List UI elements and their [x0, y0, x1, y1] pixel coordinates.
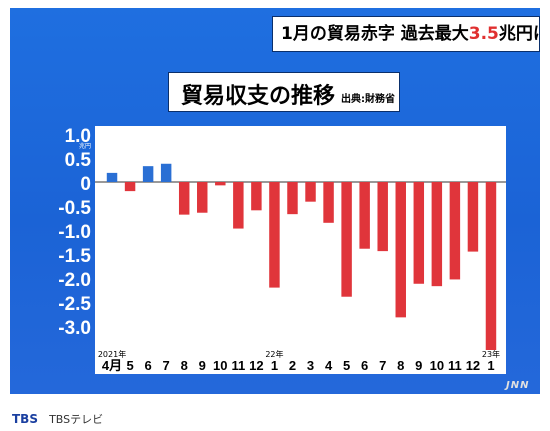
year-marker: 22年: [265, 349, 283, 359]
x-tick-label: 2: [289, 358, 296, 373]
x-tick-label: 6: [144, 358, 151, 373]
headline-banner: 1月の貿易赤字 過去最大3.5兆円に: [272, 16, 540, 52]
bar: [431, 182, 443, 287]
y-tick-label: -1.5: [58, 246, 91, 267]
x-tick-label: 1: [271, 358, 278, 373]
y-tick-label: -3.0: [58, 318, 91, 339]
headline-suffix: 兆円に: [498, 24, 539, 44]
year-marker: 2021年: [98, 349, 126, 359]
bar: [215, 182, 226, 186]
headline-highlight: 3.5: [468, 24, 499, 44]
y-tick-label: 0.5: [65, 150, 92, 171]
bar: [359, 182, 370, 249]
bar: [178, 182, 190, 215]
x-tick-label: 3: [307, 358, 314, 373]
x-tick-label: 7: [379, 358, 386, 373]
bar: [449, 182, 461, 280]
x-tick-label: 11: [231, 358, 245, 373]
chart-title: 貿易収支の推移: [181, 84, 336, 109]
bar: [377, 182, 388, 252]
bar: [251, 182, 262, 211]
bar: [124, 182, 136, 192]
x-tick-label: 9: [415, 358, 422, 373]
x-tick-label: 1: [487, 358, 494, 373]
y-tick-label: -2.0: [58, 270, 91, 291]
tbs-logo: TBS: [12, 412, 38, 426]
x-tick-label: 4月: [102, 358, 122, 373]
x-tick-label: 10: [430, 358, 444, 373]
x-tick-label: 4: [325, 358, 333, 373]
bar: [341, 182, 352, 297]
y-tick-label: -2.5: [58, 294, 91, 315]
bar: [142, 166, 154, 182]
bar: [233, 182, 244, 229]
bar: [269, 182, 280, 288]
bar: [323, 182, 334, 223]
year-marker: 23年: [482, 349, 500, 359]
channel-name: TBSテレビ: [49, 413, 104, 426]
x-tick-label: 6: [361, 358, 368, 373]
chart-title-box: 貿易収支の推移 出典:財務省: [168, 72, 400, 112]
unit-label: 兆円: [79, 142, 91, 150]
x-tick-label: 11: [448, 358, 462, 373]
x-tick-label: 12: [249, 358, 263, 373]
y-tick-label: 1.0: [65, 126, 91, 147]
x-tick-label: 8: [181, 358, 188, 373]
bar: [106, 172, 118, 182]
y-tick-label: 0: [80, 174, 91, 195]
source-label: 出典:財務省: [341, 94, 395, 105]
bar: [485, 182, 497, 350]
bar: [395, 182, 406, 318]
footer: TBS TBSテレビ: [12, 408, 104, 426]
x-tick-label: 5: [343, 358, 350, 373]
broadcast-frame: 1月の貿易赤字 過去最大3.5兆円に 貿易収支の推移 出典:財務省 1.0 0.5…: [10, 8, 540, 394]
bar: [467, 182, 479, 252]
y-tick-label: -1.0: [58, 222, 91, 243]
bar: [413, 182, 425, 284]
x-tick-label: 10: [213, 358, 227, 373]
jnn-watermark: JNN: [506, 380, 530, 391]
x-tick-label: 5: [126, 358, 133, 373]
bar: [160, 163, 172, 182]
x-tick-label: 12: [466, 358, 480, 373]
bar: [305, 182, 316, 202]
bar: [197, 182, 208, 213]
x-tick-label: 9: [199, 358, 206, 373]
x-tick-label: 7: [163, 358, 170, 373]
headline-prefix: 1月の貿易赤字 過去最大: [281, 24, 469, 44]
bar: [287, 182, 298, 215]
y-tick-label: -0.5: [58, 198, 91, 219]
x-tick-label: 8: [397, 358, 404, 373]
